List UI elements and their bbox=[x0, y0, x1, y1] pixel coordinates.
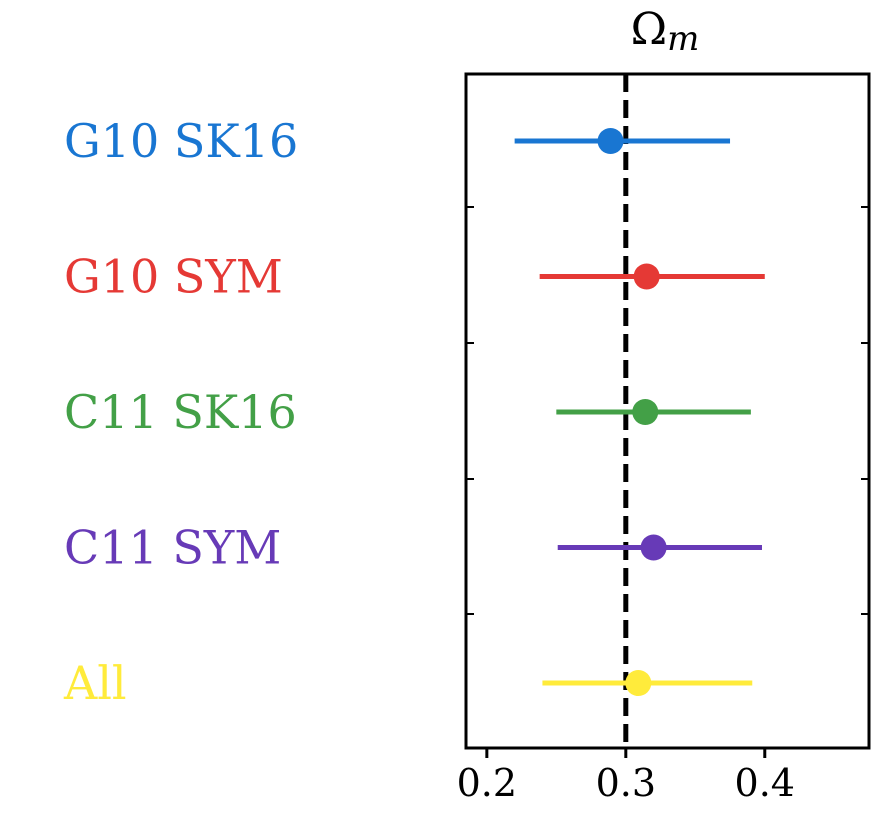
series-label-0: G10 SK16 bbox=[64, 114, 298, 168]
plot-frame bbox=[464, 72, 871, 750]
x-tick-label-2: 0.4 bbox=[735, 761, 795, 805]
chart-title: Ωm bbox=[631, 4, 700, 59]
data-point-0 bbox=[597, 128, 624, 154]
x-tick-label-1: 0.3 bbox=[596, 761, 656, 805]
data-point-3 bbox=[640, 534, 667, 561]
data-point-4 bbox=[625, 670, 652, 696]
series-label-2: C11 SK16 bbox=[64, 385, 297, 439]
chart-title-subscript: m bbox=[667, 19, 699, 59]
chart-title-main: Ω bbox=[631, 4, 667, 55]
series-label-4: All bbox=[63, 656, 127, 710]
series-label-3: C11 SYM bbox=[64, 521, 281, 575]
series-label-1: G10 SYM bbox=[64, 250, 283, 304]
x-tick-label-0: 0.2 bbox=[457, 761, 517, 805]
data-point-1 bbox=[633, 263, 660, 290]
data-point-2 bbox=[632, 399, 659, 425]
plot-marks: 0.2 0.3 0.4 G10 SK16 G10 SYM C11 SK16 C11 SYM A… bbox=[63, 74, 869, 805]
